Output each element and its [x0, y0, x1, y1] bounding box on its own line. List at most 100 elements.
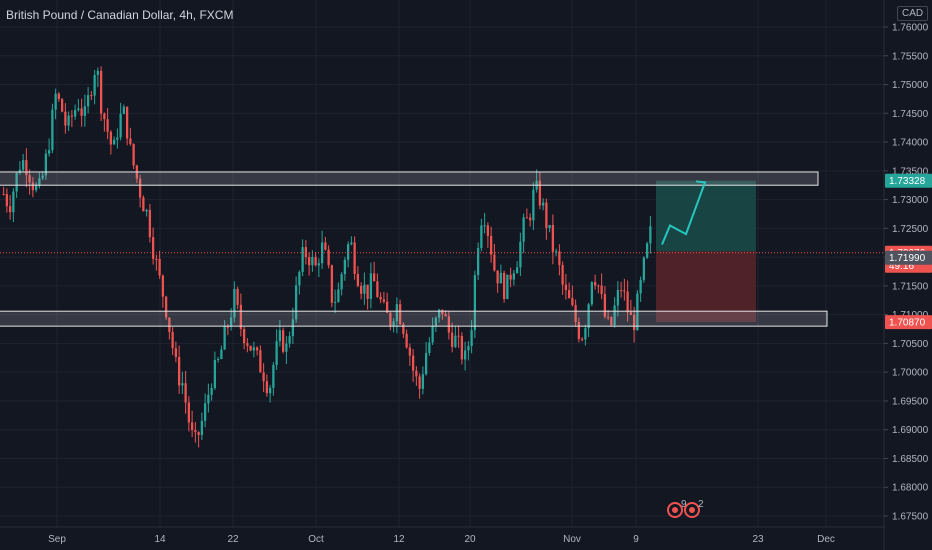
candle-body [31, 182, 35, 191]
price-tag-entry: 1.71990 [885, 250, 932, 265]
stop-zone [656, 251, 756, 323]
candle-body [428, 342, 431, 353]
candle-body [324, 242, 327, 250]
candle-body [28, 175, 31, 183]
candle-body [379, 296, 382, 300]
candle-body [285, 343, 288, 352]
candle-body [398, 304, 402, 325]
candle-body [226, 326, 230, 328]
y-tick-label: 1.71500 [892, 281, 929, 292]
candle-body [158, 258, 161, 276]
candle-body [93, 75, 96, 96]
candle-body [486, 225, 490, 236]
candle-body [434, 317, 438, 327]
candle-body [216, 358, 220, 360]
candle-body [444, 314, 447, 317]
candle-body [506, 274, 509, 299]
candle-body [454, 335, 457, 347]
candle-body [606, 316, 610, 318]
event-marker[interactable]: 2 [684, 499, 704, 518]
candle-body [415, 370, 418, 377]
candle-body [197, 432, 200, 436]
candle-body [525, 217, 529, 219]
candle-body [18, 169, 22, 173]
candle-body [223, 326, 226, 350]
symbol-title: British Pound / Canadian Dollar, 4h, FXC… [6, 8, 234, 22]
candle-body [356, 273, 360, 287]
event-marker[interactable]: 9 [667, 499, 687, 518]
candle-body [421, 374, 425, 389]
candle-body [613, 305, 616, 326]
candle-body [551, 224, 555, 252]
candle-body [177, 356, 181, 386]
candle-body [255, 347, 259, 351]
candle-body [174, 348, 178, 357]
candle-body [402, 324, 405, 334]
candle-body [584, 328, 587, 340]
candle-body [57, 93, 61, 100]
candle-body [288, 336, 291, 344]
candle-body [632, 314, 636, 331]
candle-body [353, 242, 356, 274]
candle-body [207, 394, 210, 404]
candle-body [83, 106, 87, 116]
candle-body [541, 202, 545, 206]
candle-body [350, 242, 353, 245]
candle-body [515, 267, 519, 274]
y-tick-label: 1.69000 [892, 425, 929, 436]
candle-body [561, 265, 564, 285]
candle-body [145, 209, 148, 212]
candle-body [129, 138, 132, 144]
candle-body [571, 298, 574, 306]
candle-body [164, 296, 168, 318]
candle-body [522, 217, 525, 242]
candle-body [395, 304, 399, 322]
candle-body [460, 336, 464, 360]
y-tick-label: 1.68500 [892, 454, 929, 465]
candle-body [12, 191, 15, 213]
candle-body [64, 111, 67, 126]
x-tick-label: 23 [752, 534, 764, 545]
candle-body [60, 99, 64, 112]
candle-body [109, 131, 113, 145]
candle-body [333, 301, 337, 303]
candle-body [236, 288, 239, 305]
candle-body [213, 359, 217, 389]
candle-body [200, 420, 204, 436]
candle-body [233, 288, 236, 318]
price-tag-box [885, 250, 932, 265]
candle-body [259, 350, 262, 373]
candle-body [580, 339, 584, 341]
y-tick-label: 1.70000 [892, 368, 929, 379]
candle-body [148, 209, 152, 238]
candle-body [242, 329, 246, 344]
candle-body [509, 274, 512, 280]
candle-body [262, 372, 265, 382]
x-tick-label: 9 [633, 534, 639, 545]
candle-body [301, 247, 304, 272]
candle-body [106, 119, 109, 132]
candle-body [220, 349, 223, 359]
candle-body [103, 113, 106, 120]
time-axis[interactable]: Sep 14 22 Oct 12 20 Nov 9 23 Dec [48, 534, 835, 545]
candle-body [590, 282, 594, 305]
candle-body [538, 180, 542, 206]
candle-body [86, 95, 90, 107]
candle-body [252, 347, 256, 351]
candle-body [122, 106, 126, 114]
price-tag-box [885, 173, 932, 188]
price-tag-label: 49:16 [889, 261, 914, 272]
candle-body [528, 217, 532, 221]
x-tick-label: Oct [308, 534, 324, 545]
candle-body [307, 257, 311, 266]
resistance-zone [0, 171, 819, 186]
y-tick-label: 1.73500 [892, 166, 929, 177]
candle-body [483, 225, 486, 227]
candle-body [496, 270, 499, 284]
candle-body [499, 272, 503, 284]
currency-label[interactable]: CAD [897, 6, 929, 21]
